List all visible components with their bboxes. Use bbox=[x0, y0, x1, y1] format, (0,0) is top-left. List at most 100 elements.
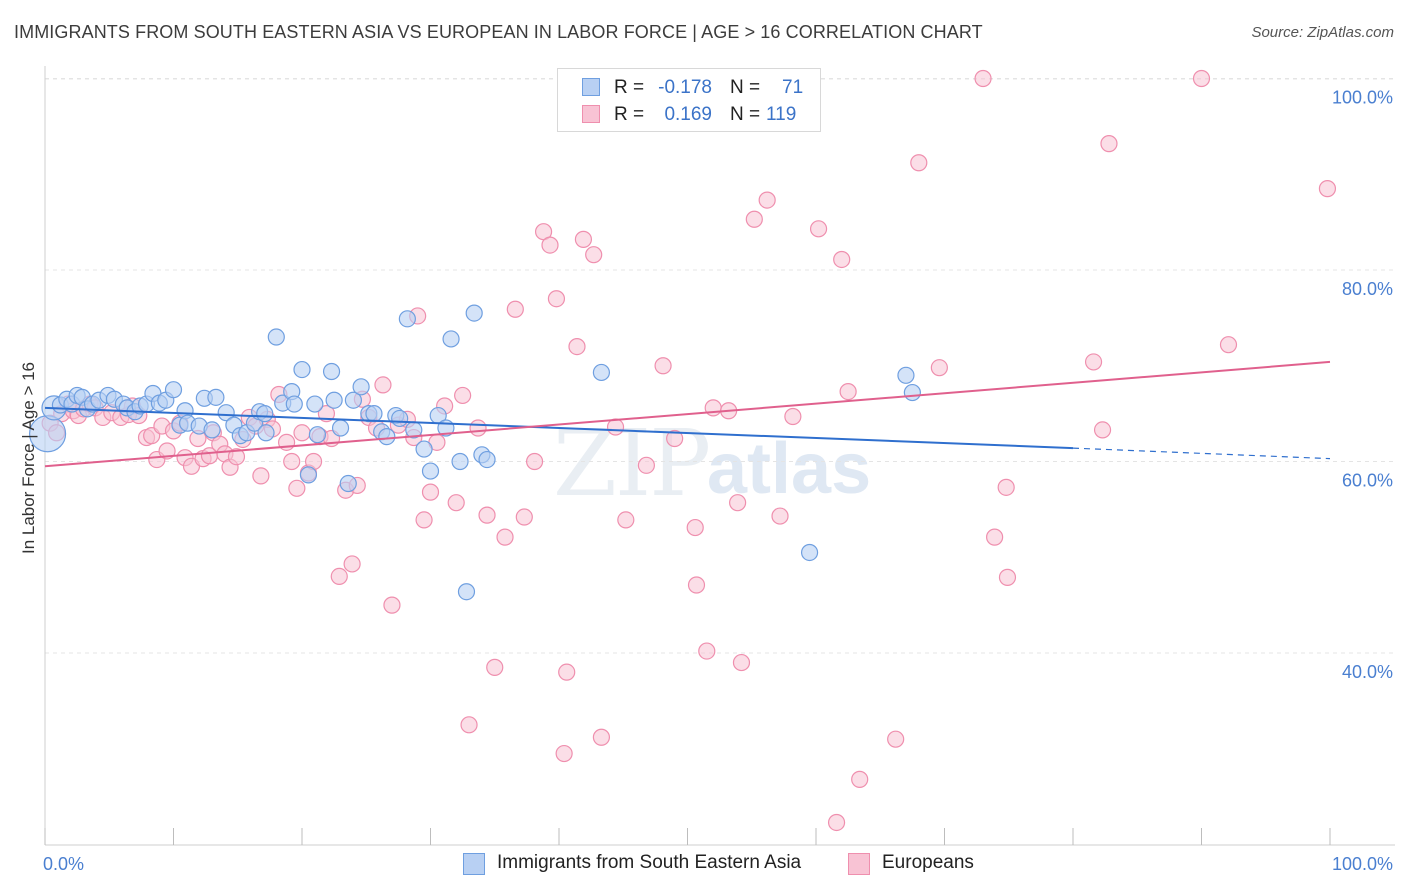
legend-n-label: N = bbox=[730, 104, 761, 125]
sea-point bbox=[352, 378, 370, 396]
x-tick-label-max: 100.0% bbox=[1332, 854, 1393, 874]
europeans-point bbox=[343, 555, 361, 573]
sea-point bbox=[465, 304, 483, 322]
bottom-legend-label-europeans: Europeans bbox=[882, 852, 974, 873]
chart-title: IMMIGRANTS FROM SOUTH EASTERN ASIA VS EU… bbox=[14, 22, 983, 42]
sea-point bbox=[442, 330, 460, 348]
europeans-point bbox=[887, 730, 905, 748]
sea-point bbox=[391, 409, 409, 428]
sea-point bbox=[415, 440, 433, 458]
legend-r-value: -0.178 bbox=[658, 77, 712, 98]
europeans-point bbox=[851, 770, 869, 788]
europeans-point bbox=[415, 511, 433, 529]
axes bbox=[44, 66, 1395, 846]
x-tick-label-min: 0.0% bbox=[43, 854, 84, 874]
europeans-point bbox=[158, 442, 176, 460]
europeans-point bbox=[839, 383, 857, 401]
europeans-point bbox=[1084, 353, 1103, 371]
sea-point bbox=[325, 391, 343, 409]
europeans-point bbox=[729, 494, 747, 512]
y-tick-label: 80.0% bbox=[1342, 279, 1393, 299]
sea-point bbox=[267, 328, 285, 346]
trend-lines bbox=[44, 360, 1331, 468]
europeans-point bbox=[998, 568, 1017, 586]
europeans-point bbox=[1318, 180, 1337, 198]
y-axis-title: In Labor Force | Age > 16 bbox=[19, 362, 38, 554]
europeans-point bbox=[986, 528, 1004, 546]
legend-n-label: N = bbox=[730, 77, 761, 98]
europeans-point bbox=[758, 191, 776, 209]
europeans-point bbox=[515, 508, 533, 526]
legend-swatch-pink bbox=[582, 105, 600, 123]
europeans-point bbox=[1100, 135, 1118, 153]
sea-trend-line bbox=[44, 406, 1074, 450]
legend-row-europeans: R = 0.169 N = 119 bbox=[558, 102, 820, 128]
europeans-trend-line bbox=[44, 360, 1331, 468]
europeans-point bbox=[317, 405, 336, 423]
europeans-point bbox=[541, 236, 559, 254]
europeans-point bbox=[771, 507, 789, 525]
europeans-point bbox=[288, 479, 306, 497]
legend-r-value: 0.169 bbox=[664, 104, 712, 125]
bottom-legend-label-sea: Immigrants from South Eastern Asia bbox=[497, 852, 802, 873]
sea-point bbox=[378, 428, 396, 446]
sea-point bbox=[285, 395, 303, 413]
europeans-point bbox=[330, 567, 348, 586]
legend-n-value: 119 bbox=[766, 104, 797, 125]
sea-point bbox=[451, 452, 469, 471]
sea-point bbox=[306, 395, 324, 413]
sea-point bbox=[800, 543, 819, 562]
europeans-point bbox=[574, 230, 593, 248]
sea-point bbox=[903, 383, 921, 402]
europeans-point bbox=[732, 653, 751, 672]
europeans-point bbox=[592, 728, 611, 746]
sea-point bbox=[322, 362, 341, 381]
sea-point bbox=[478, 450, 496, 469]
bottom-legend-swatch-blue bbox=[463, 853, 485, 875]
y-tick-label: 60.0% bbox=[1342, 471, 1393, 491]
sea-point bbox=[217, 404, 235, 422]
europeans-point bbox=[930, 359, 948, 377]
bottom-legend-swatch-pink bbox=[848, 853, 870, 875]
europeans-point bbox=[486, 658, 504, 676]
sea-trend-extension bbox=[1072, 447, 1331, 460]
europeans-point bbox=[283, 452, 301, 471]
sea-point bbox=[421, 462, 440, 480]
europeans-point bbox=[833, 250, 851, 269]
correlation-legend: R = -0.178 N = 71 R = 0.169 N = 119 bbox=[557, 68, 821, 132]
sea-point bbox=[897, 366, 915, 384]
grid-lines bbox=[45, 78, 1395, 654]
sea-point bbox=[299, 466, 318, 484]
europeans-point bbox=[227, 448, 246, 466]
europeans-point bbox=[745, 210, 763, 228]
europeans-point bbox=[525, 452, 544, 471]
sea-point bbox=[257, 424, 275, 442]
europeans-point bbox=[654, 357, 672, 375]
legend-n-value: 71 bbox=[782, 77, 804, 98]
europeans-point bbox=[454, 386, 472, 405]
sea-point bbox=[256, 405, 274, 423]
europeans-point bbox=[827, 813, 846, 832]
europeans-point bbox=[547, 290, 566, 308]
europeans-point bbox=[585, 246, 603, 264]
europeans-point bbox=[558, 663, 576, 681]
europeans-points bbox=[41, 67, 1337, 832]
sea-point bbox=[308, 426, 327, 444]
source-label[interactable]: Source: ZipAtlas.com bbox=[1251, 24, 1394, 41]
europeans-point bbox=[383, 596, 401, 614]
europeans-point bbox=[974, 69, 992, 88]
sea-point bbox=[344, 391, 362, 409]
sea-point bbox=[203, 421, 221, 439]
europeans-point bbox=[447, 494, 465, 512]
europeans-point bbox=[997, 478, 1015, 496]
legend-swatch-blue bbox=[582, 78, 600, 96]
europeans-point bbox=[687, 576, 706, 594]
europeans-point bbox=[555, 744, 573, 763]
europeans-point bbox=[506, 300, 524, 318]
europeans-point bbox=[704, 399, 722, 417]
europeans-point bbox=[293, 424, 311, 442]
europeans-point bbox=[252, 467, 270, 485]
sea-point bbox=[293, 360, 311, 379]
y-tick-label: 40.0% bbox=[1342, 662, 1393, 682]
